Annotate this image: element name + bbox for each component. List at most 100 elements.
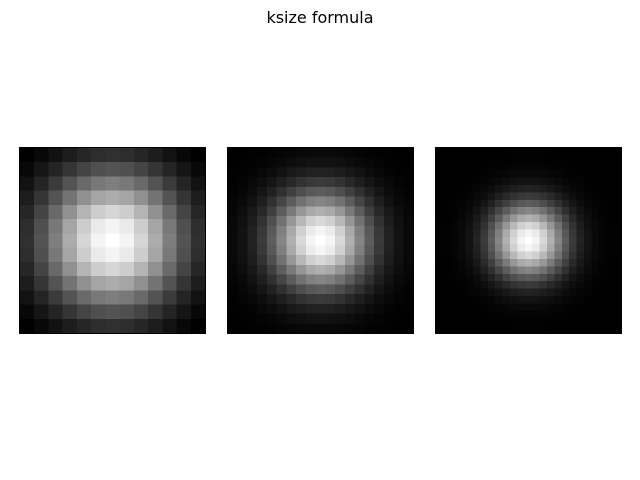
heatmap-3-cell [495,185,503,193]
heatmap-2-cell [335,167,346,178]
heatmap-1-cell [34,290,49,305]
heatmap-3-cell [554,199,562,208]
heatmap-2-cell [344,216,355,227]
heatmap-3-cell [532,170,540,178]
heatmap-1-cell [119,204,135,220]
heatmap-3-cell [547,207,555,215]
heatmap-2-cell [257,206,268,217]
heatmap-3-cell [458,244,466,252]
heatmap-3-cell [458,236,466,245]
heatmap-3-cell [584,259,592,267]
heatmap-3-cell [480,162,488,171]
heatmap-2-cell [354,245,365,256]
heatmap-3-cell [598,259,607,267]
heatmap-2-cell [325,313,336,324]
heatmap-3-cell [436,207,444,215]
heatmap-2-cell [247,255,258,266]
figure-title: ksize formula [266,8,374,27]
heatmap-2-cell [354,323,365,333]
heatmap-3-cell [532,177,540,186]
heatmap-2-cell [344,245,355,256]
heatmap-3-cell [487,310,496,319]
heatmap-2-cell [266,206,277,217]
heatmap-3-cell [450,236,459,245]
heatmap-3-cell [465,170,474,178]
heatmap-2-cell [383,323,394,333]
heatmap-2-cell [344,225,355,236]
heatmap-3-cell [495,236,503,245]
heatmap-2-cell [403,206,413,217]
heatmap-3-cell [480,236,488,245]
heatmap-2-cell [403,294,413,304]
heatmap-2-cell [315,313,326,324]
heatmap-1-cell [119,190,135,206]
heatmap-3-cell [465,229,474,237]
heatmap-2-cell [364,148,375,158]
heatmap-2-cell [315,206,326,217]
heatmap-3-cell [591,177,599,186]
heatmap-2-cell [247,167,258,178]
heatmap-3-cell [606,251,614,260]
heatmap-3-cell [606,199,614,208]
heatmap-3-cell [561,222,570,230]
heatmap-2-cell [257,303,268,314]
heatmap-3-cell [510,229,518,237]
heatmap-3-cell [458,325,466,333]
heatmap-3-cell [480,281,488,289]
heatmap-panel-2 [227,147,414,334]
heatmap-3-cell [450,229,459,237]
heatmap-2-cell [325,196,336,207]
heatmap-3-cell [539,325,548,333]
heatmap-3-cell [473,266,481,274]
heatmap-2-cell [305,284,316,295]
heatmap-2-cell [354,206,365,217]
heatmap-3-cell [510,207,518,215]
heatmap-3-cell [473,214,481,223]
heatmap-3-cell [584,251,592,260]
heatmap-1-cell [105,162,120,177]
heatmap-3-cell [584,296,592,304]
heatmap-3-cell [532,266,540,274]
heatmap-1-cell [133,219,149,234]
heatmap-3-cell [539,296,548,304]
heatmap-2-cell [374,167,384,178]
heatmap-1-cell [48,290,63,305]
heatmap-2-cell [315,245,326,256]
heatmap-3-cell [569,155,577,163]
heatmap-3-cell [584,162,592,171]
heatmap-2-cell [335,284,346,295]
heatmap-3-cell [613,273,621,282]
heatmap-2-cell [383,313,394,324]
heatmap-2-cell [325,274,336,285]
heatmap-2-cell [276,313,287,324]
heatmap-2-cell [286,264,297,275]
heatmap-3-cell [473,325,481,333]
heatmap-3-cell [495,199,503,208]
heatmap-3-cell [539,281,548,289]
heatmap-3-cell [517,214,525,223]
heatmap-3-cell [539,162,548,171]
heatmap-1-cell [20,247,35,263]
heatmap-2-cell [315,303,326,314]
heatmap-3-cell [591,259,599,267]
heatmap-2-cell [237,225,248,236]
heatmap-3-cell [606,162,614,171]
heatmap-2-cell [374,206,384,217]
heatmap-1-cell [162,176,177,191]
heatmap-3-cell [495,148,503,156]
heatmap-3-cell [473,236,481,245]
heatmap-3-cell [436,251,444,260]
heatmap-3-cell [532,259,540,267]
heatmap-1-cell [148,304,163,320]
heatmap-2-cell [296,284,307,295]
heatmap-3-cell [598,162,607,171]
heatmap-1-cell [148,148,163,163]
heatmap-2-cell [335,245,346,256]
heatmap-3-cell [495,288,503,297]
heatmap-2-cell [228,157,238,168]
heatmap-3-cell [591,192,599,200]
heatmap-1-cell [190,290,205,305]
heatmap-3-cell [436,214,444,223]
heatmap-1-cell [62,204,78,220]
heatmap-2-cell [296,167,307,178]
